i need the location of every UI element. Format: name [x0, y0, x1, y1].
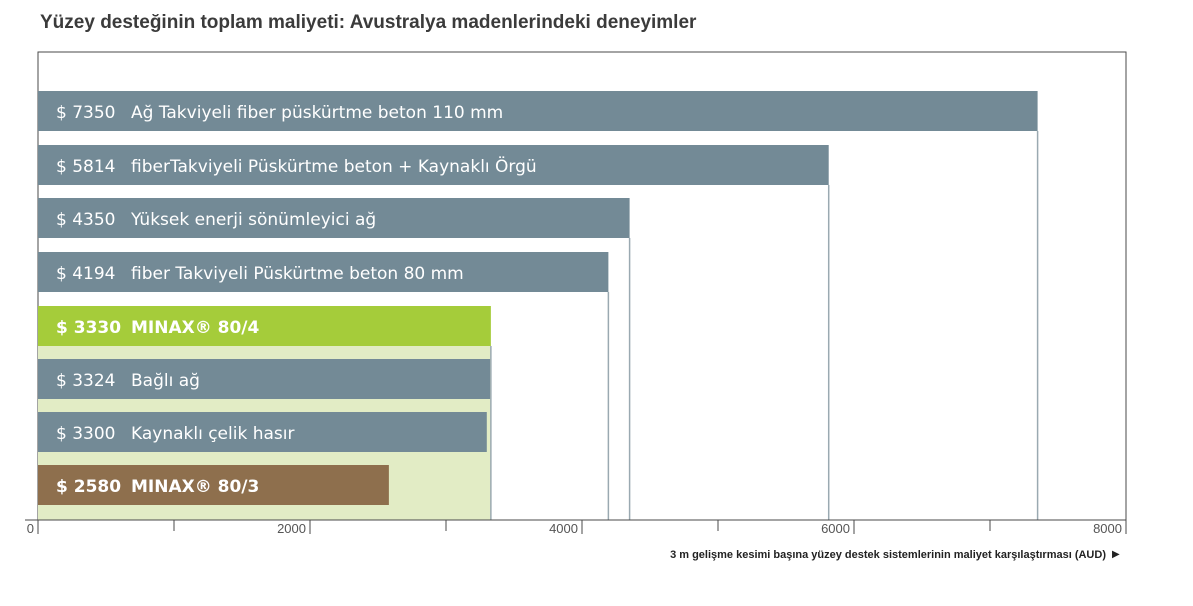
bar-value-label: $ 4350: [56, 210, 115, 230]
bar-category-label: MINAX® 80/4: [131, 318, 260, 338]
bar: [38, 198, 630, 238]
bar: [38, 412, 487, 452]
x-tick-label: 4000: [549, 521, 578, 536]
bar-value-label: $ 3330: [56, 318, 121, 338]
bar-category-label: fiberTakviyeli Püskürtme beton + Kaynakl…: [131, 155, 537, 177]
bar-value-label: $ 3324: [56, 371, 115, 391]
bar-value-label: $ 4194: [56, 264, 115, 284]
bar-category-label: Bağlı ağ: [131, 371, 200, 391]
x-tick-label: 6000: [821, 521, 850, 536]
bar-value-label: $ 3300: [56, 424, 115, 444]
bar-value-label: $ 7350: [56, 103, 115, 123]
bar-category-label: MINAX® 80/3: [131, 477, 259, 497]
bar: [38, 306, 491, 346]
bar: [38, 91, 1038, 131]
bar: [38, 252, 609, 292]
x-axis-label: 3 m gelişme kesimi başına yüzey destek s…: [670, 549, 1106, 561]
x-tick-label: 2000: [277, 521, 306, 536]
bar: [38, 359, 491, 399]
bar: [38, 465, 389, 505]
bar-category-label: Kaynaklı çelik hasır: [131, 424, 294, 444]
x-tick-label: 0: [27, 521, 34, 536]
arrow-right-icon: ▶: [1112, 549, 1120, 560]
x-tick-label: 8000: [1093, 521, 1122, 536]
bar-value-label: $ 2580: [56, 477, 121, 497]
chart-title: Yüzey desteğinin toplam maliyeti: Avustr…: [40, 12, 697, 33]
bar: [38, 145, 829, 185]
bar-value-label: $ 5814: [56, 157, 115, 177]
bar-category-label: Ağ Takviyeli fiber püskürtme beton 110 m…: [131, 103, 503, 123]
bar-category-label: Yüksek enerji sönümleyici ağ: [130, 210, 376, 230]
bar-category-label: fiber Takviyeli Püskürtme beton 80 mm: [131, 264, 464, 284]
